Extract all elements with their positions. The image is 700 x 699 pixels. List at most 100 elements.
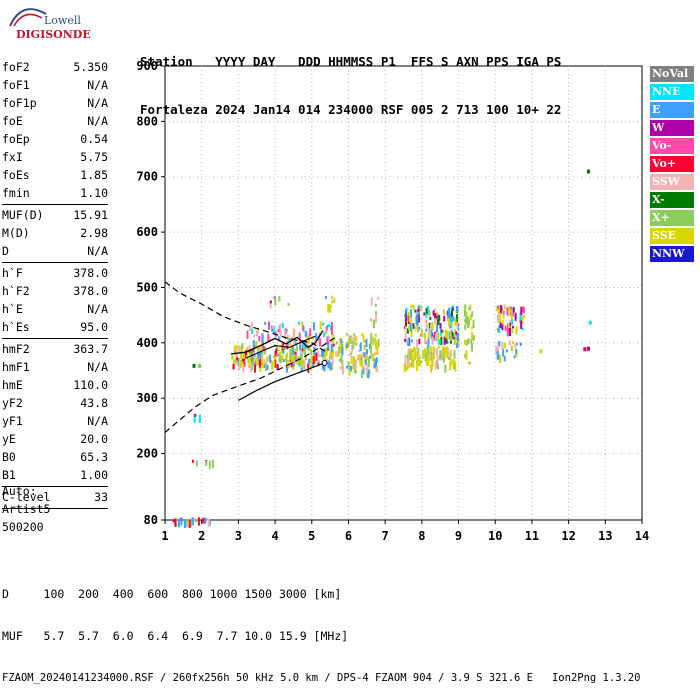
echo-pixel <box>443 355 446 359</box>
echo-pixel <box>303 359 306 366</box>
echo-pixel <box>305 340 308 347</box>
param-value: 378.0 <box>73 284 108 298</box>
echo-pixel <box>233 360 236 364</box>
echo-pixel <box>263 362 266 368</box>
header-row-labels: Station YYYY DAY DDD HHMMSS P1 FFS S AXN… <box>140 54 562 69</box>
echo-pixel <box>284 334 287 340</box>
footer-distance-row: D 100 200 400 600 800 1000 1500 3000 [km… <box>2 587 342 601</box>
echo-pixel <box>439 322 442 329</box>
echo-pixel <box>288 338 291 342</box>
param-value: N/A <box>87 78 108 92</box>
param-name: C-level <box>2 490 51 504</box>
x-tick-label: 9 <box>455 529 462 543</box>
echo-pixel <box>287 337 290 341</box>
echo-pixel <box>272 325 275 335</box>
echo-pixel <box>314 338 317 342</box>
echo-pixel <box>281 322 284 329</box>
echo-pixel <box>511 319 514 325</box>
echo-pixel <box>450 313 453 322</box>
plot-frame <box>164 65 643 521</box>
echo-pixel <box>345 344 348 350</box>
echo-pixel <box>453 339 456 345</box>
echo-pixel <box>457 332 460 342</box>
echo-pixel <box>456 337 459 346</box>
echo-pixel <box>503 355 506 362</box>
echo-pixel <box>279 323 282 333</box>
echo-pixel <box>427 338 430 347</box>
echo-pixel <box>445 337 448 344</box>
legend-item-ssw: SSW <box>650 174 694 190</box>
param-row: h`F 378.0 <box>2 264 108 282</box>
param-row: h`Es 95.0 <box>2 318 108 336</box>
echo-pixel <box>191 517 194 526</box>
echo-pixel <box>301 348 304 352</box>
echo-pixel <box>433 352 436 359</box>
param-value: 20.0 <box>80 432 108 446</box>
x-tick-label: 7 <box>382 529 389 543</box>
echo-pixel <box>329 351 332 360</box>
echo-pixel <box>465 312 468 318</box>
param-value: N/A <box>87 302 108 316</box>
echo-pixel <box>373 352 376 356</box>
echo-pixel <box>514 342 517 349</box>
echo-pixel <box>464 324 467 330</box>
echo-pixel <box>261 333 264 342</box>
echo-pixel <box>442 354 445 361</box>
echo-pixel <box>339 344 342 353</box>
echo-pixel <box>231 354 234 358</box>
echo-pixel <box>300 363 303 372</box>
echo-pixel <box>450 322 453 326</box>
polarization-legend: NoVal NNE E W Vo- Vo+ SSW X- X+ SSE NNW <box>650 66 694 264</box>
echo-pixel <box>337 351 340 357</box>
echo-pixel <box>403 363 406 373</box>
echo-pixel <box>375 314 378 323</box>
x-tick-label: 5 <box>308 529 315 543</box>
echo-pixel <box>273 355 276 359</box>
echo-pixel <box>278 336 281 342</box>
echo-pixel <box>264 362 267 371</box>
echo-pixel <box>444 346 447 356</box>
echo-pixel <box>206 518 209 522</box>
echo-pixel <box>503 306 506 310</box>
echo-pixel <box>277 329 280 333</box>
echo-pixel <box>240 345 243 354</box>
echo-pixel <box>274 350 277 357</box>
echo-pixel <box>409 351 412 360</box>
echo-pixel <box>431 336 434 345</box>
echo-pixel <box>472 319 475 329</box>
echo-pixel <box>501 319 504 326</box>
echo-pixel <box>414 325 417 332</box>
echo-pixel <box>445 355 448 359</box>
auto-code: 500200 <box>2 520 44 534</box>
echo-pixel <box>450 358 453 365</box>
y-tick-label: 80 <box>144 513 158 527</box>
echo-pixel <box>463 319 466 323</box>
echo-pixel <box>410 352 413 358</box>
echo-pixel <box>375 340 378 349</box>
echo-pixel <box>428 327 431 334</box>
param-name: fmin <box>2 186 30 200</box>
echo-pixel <box>412 304 415 311</box>
echo-pixel <box>348 335 351 344</box>
echo-pixel <box>499 322 502 329</box>
echo-pixel <box>327 362 330 369</box>
echo-pixel <box>289 351 292 360</box>
echo-pixel <box>515 348 518 355</box>
echo-pixel <box>237 345 240 349</box>
echo-pixel <box>429 324 432 330</box>
echo-pixel <box>427 333 430 339</box>
echo-pixel <box>503 342 506 349</box>
echo-pixel <box>241 358 244 362</box>
echo-pixel <box>323 331 326 338</box>
echo-pixel <box>304 354 307 360</box>
echo-pixel <box>514 312 517 321</box>
param-row: fmin 1.10 <box>2 184 108 202</box>
echo-pixel <box>423 348 426 354</box>
echo-pixel <box>375 357 378 363</box>
echo-pixel <box>430 330 433 339</box>
echo-pixel <box>467 361 470 365</box>
echo-pixel <box>424 335 427 344</box>
echo-pixel <box>310 364 313 370</box>
y-tick-label: 400 <box>136 336 158 350</box>
echo-pixel <box>515 326 518 335</box>
